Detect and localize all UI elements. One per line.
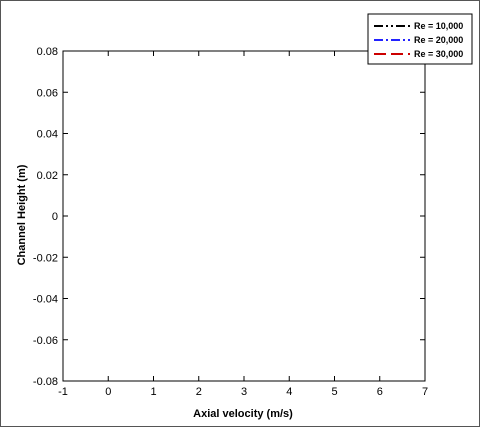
x-tick-label: 7 <box>422 386 428 398</box>
y-tick-label: 0.02 <box>37 170 58 182</box>
y-axis-title: Channel Height (m) <box>16 164 28 265</box>
y-tick-label: -0.02 <box>33 252 58 264</box>
legend-entry-1: Re = 10,000 <box>414 21 463 31</box>
legend: Re = 10,000 Re = 20,000 Re = 30,000 <box>367 13 473 65</box>
y-tick-label: 0 <box>52 211 58 223</box>
y-tick-label: -0.04 <box>33 294 58 306</box>
x-tick-label: -1 <box>58 386 68 398</box>
legend-entry-3: Re = 30,000 <box>414 49 463 59</box>
axes <box>62 50 426 382</box>
x-tick-label: 3 <box>241 386 247 398</box>
x-tick-label: 0 <box>105 386 111 398</box>
x-tick-label: 2 <box>196 386 202 398</box>
y-tick-label: -0.06 <box>33 335 58 347</box>
plot-border <box>62 50 426 382</box>
y-tick-label: -0.08 <box>33 376 58 388</box>
y-tick-label: 0.08 <box>37 46 58 58</box>
legend-box <box>367 13 473 65</box>
x-tick-label: 5 <box>331 386 337 398</box>
y-tick-label: 0.06 <box>37 87 58 99</box>
x-tick-label: 1 <box>150 386 156 398</box>
y-tick-label: 0.04 <box>37 129 58 141</box>
x-tick-label: 4 <box>286 386 292 398</box>
x-tick-label: 6 <box>377 386 383 398</box>
x-axis-title: Axial velocity (m/s) <box>193 408 293 420</box>
legend-entry-2: Re = 20,000 <box>414 35 463 45</box>
